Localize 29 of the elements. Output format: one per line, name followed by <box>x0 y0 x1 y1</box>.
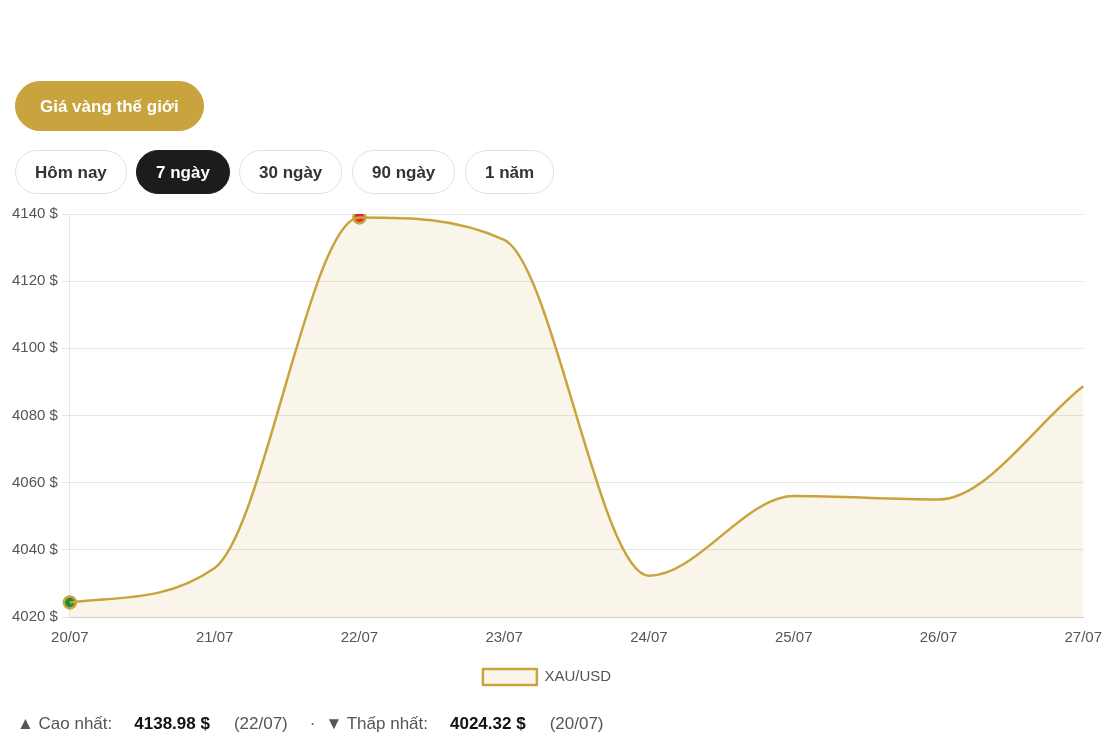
text: 30 ngày <box>239 150 343 194</box>
x-tick-label: 26/07 <box>919 628 958 646</box>
text: (20/07) <box>549 714 604 734</box>
y-tick-label: 4100 $ <box>11 338 59 356</box>
text: (22/07) <box>233 714 288 734</box>
text: 1 năm <box>465 150 555 194</box>
text: 7 ngày <box>136 150 230 194</box>
text: 4138.98 $ <box>134 714 210 734</box>
x-tick-label: 27/07 <box>1064 628 1103 646</box>
text: ▲ Cao nhất: <box>17 714 113 734</box>
text: · <box>309 714 316 734</box>
x-tick-label: 25/07 <box>774 628 813 646</box>
x-tick-label: 24/07 <box>630 628 668 646</box>
y-tick-label: 4020 $ <box>11 607 59 625</box>
legend-label: XAU/USD <box>544 667 612 685</box>
x-tick-label: 23/07 <box>485 628 523 646</box>
x-tick-label: 20/07 <box>51 628 89 646</box>
text: Hôm nay <box>15 150 127 194</box>
text: 90 ngày <box>352 150 456 194</box>
x-tick-label: 22/07 <box>340 628 379 646</box>
y-tick-label: 4060 $ <box>11 472 59 490</box>
y-tick-label: 4080 $ <box>11 405 59 423</box>
y-tick-label: 4120 $ <box>11 271 59 289</box>
y-tick-label: 4040 $ <box>11 539 59 557</box>
y-tick-label: 4140 $ <box>11 204 59 222</box>
text: Giá vàng thế giới <box>15 81 204 131</box>
text: ▼ Thấp nhất: <box>325 714 428 734</box>
x-tick-label: 21/07 <box>195 628 234 646</box>
text: 4024.32 $ <box>450 714 526 734</box>
